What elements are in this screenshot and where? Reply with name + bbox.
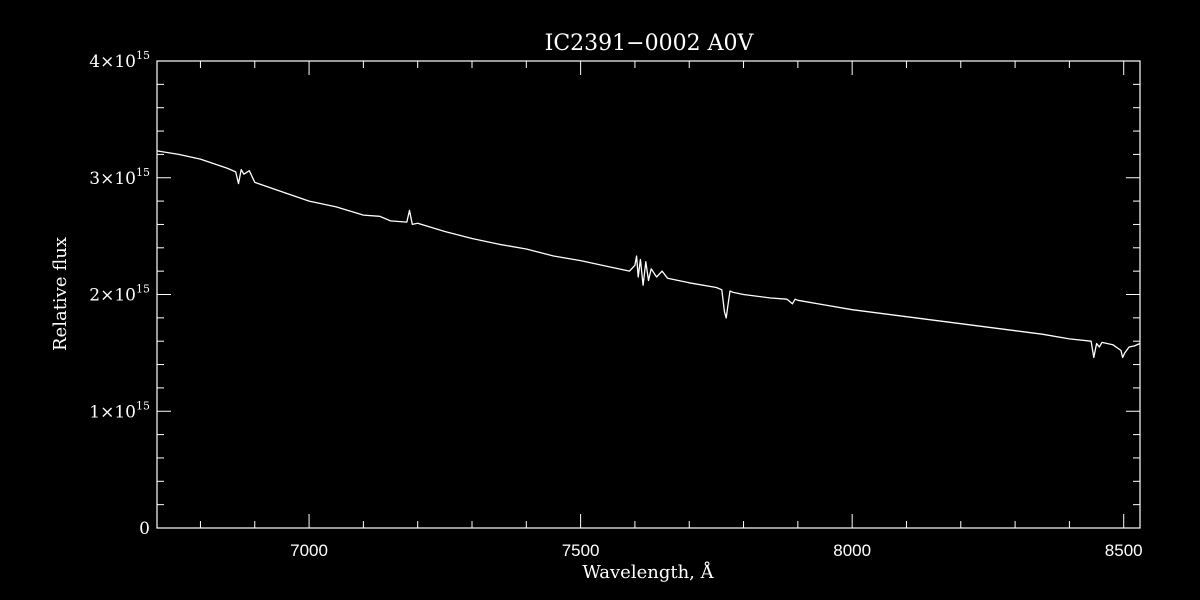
x-tick-label: 7000 bbox=[290, 541, 328, 560]
x-tick-label: 8500 bbox=[1105, 541, 1143, 560]
y-tick-label: 2×1015 bbox=[89, 283, 150, 306]
y-tick-label: 4×1015 bbox=[89, 49, 150, 72]
y-tick-label: 3×1015 bbox=[89, 166, 150, 189]
x-tick-label: 7500 bbox=[562, 541, 600, 560]
y-axis: 0 1×1015 2×1015 3×1015 4×1015 bbox=[89, 49, 1140, 539]
spectrum-line bbox=[156, 150, 1141, 359]
series-layer bbox=[156, 150, 1141, 359]
x-axis-label: Wavelength, Å bbox=[582, 561, 714, 583]
y-tick-label: 0 bbox=[139, 519, 150, 539]
x-axis: 7000 7500 8000 8500 bbox=[199, 61, 1143, 560]
chart-title: IC2391−0002 A0V bbox=[545, 31, 755, 56]
y-tick-label: 1×1015 bbox=[89, 399, 150, 422]
y-axis-label: Relative flux bbox=[50, 237, 71, 351]
x-tick-label: 8000 bbox=[833, 541, 871, 560]
